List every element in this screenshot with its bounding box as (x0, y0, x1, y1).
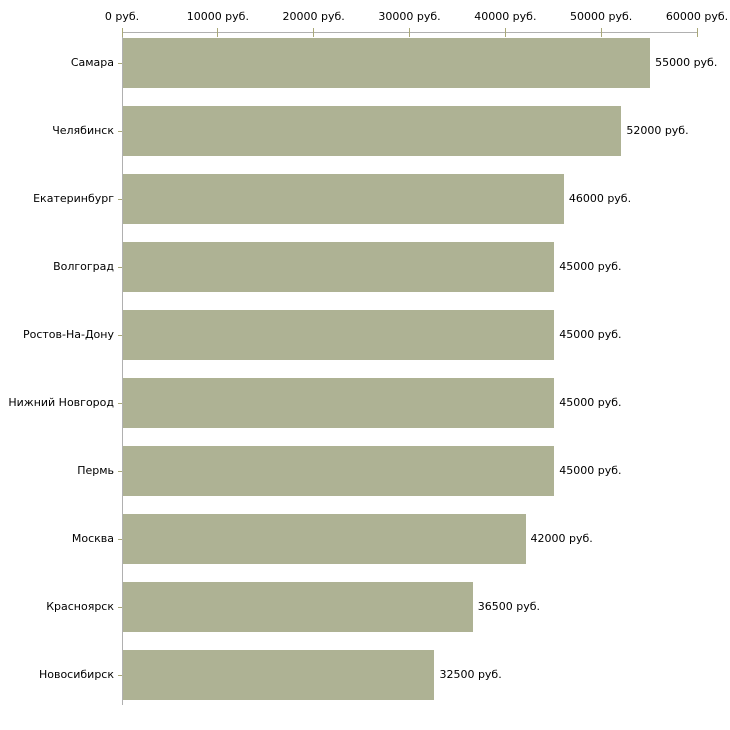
y-axis-line (122, 32, 123, 705)
y-axis-category-label: Самара (70, 56, 114, 69)
y-axis-tick (118, 131, 122, 132)
bar-1[interactable] (123, 38, 651, 88)
x-axis-tick-label: 30000 руб. (378, 10, 441, 23)
x-axis-tick (313, 28, 315, 37)
y-axis-tick (118, 63, 122, 64)
bar-9[interactable] (123, 582, 473, 632)
y-axis-category-label: Москва (71, 532, 114, 545)
y-axis-category-label: Пермь (77, 464, 114, 477)
y-axis-tick (118, 607, 122, 608)
bar-value-label: 52000 руб. (626, 124, 689, 137)
y-axis-category-label: Новосибирск (38, 668, 114, 681)
bar-value-label: 46000 руб. (568, 192, 632, 205)
x-axis-tick-label: 10000 руб. (186, 10, 249, 23)
bar-3[interactable] (123, 174, 564, 224)
y-axis-tick (118, 403, 122, 404)
bar-8[interactable] (123, 514, 526, 564)
bar-value-label: 45000 руб. (559, 464, 622, 477)
y-axis-category-label: Волгоград (53, 260, 114, 273)
bar-value-label: 36500 руб. (477, 600, 541, 613)
bar-4[interactable] (123, 242, 555, 292)
bar-10[interactable] (123, 650, 435, 700)
x-axis-tick-label: 60000 руб. (665, 10, 729, 23)
x-axis-tick (600, 28, 602, 37)
bar-value-label: 32500 руб. (439, 668, 502, 681)
bar-value-label: 45000 руб. (559, 328, 622, 341)
y-axis-tick (118, 267, 122, 268)
x-axis-tick (504, 28, 506, 37)
y-axis-category-label: Красноярск (46, 600, 114, 613)
y-axis-category-label: Ростов-На-Дону (22, 328, 114, 341)
bar-value-label: 42000 руб. (530, 532, 593, 545)
bar-value-label: 55000 руб. (655, 56, 718, 69)
y-axis-tick (118, 335, 122, 336)
x-axis-tick-label: 50000 руб. (570, 10, 633, 23)
bar-value-label: 45000 руб. (559, 260, 622, 273)
y-axis-tick (118, 675, 122, 676)
x-axis-tick (696, 28, 698, 37)
bar-6[interactable] (123, 378, 555, 428)
y-axis-category-label: Екатеринбург (33, 192, 114, 205)
x-axis-tick (121, 28, 123, 37)
bar-2[interactable] (123, 106, 622, 156)
y-axis-tick (118, 199, 122, 200)
bar-5[interactable] (123, 310, 555, 360)
y-axis-tick (118, 471, 122, 472)
x-axis-tick-label: 0 руб. (104, 10, 140, 23)
x-axis-tick-label: 20000 руб. (282, 10, 345, 23)
x-axis-tick (409, 28, 410, 37)
bar-7[interactable] (123, 446, 555, 496)
x-axis-tick-label: 40000 руб. (474, 10, 537, 23)
y-axis-tick (118, 539, 122, 540)
y-axis-category-label: Нижний Новгород (8, 396, 114, 409)
bar-value-label: 45000 руб. (559, 396, 622, 409)
x-axis-tick (217, 28, 219, 37)
y-axis-category-label: Челябинск (52, 124, 114, 137)
